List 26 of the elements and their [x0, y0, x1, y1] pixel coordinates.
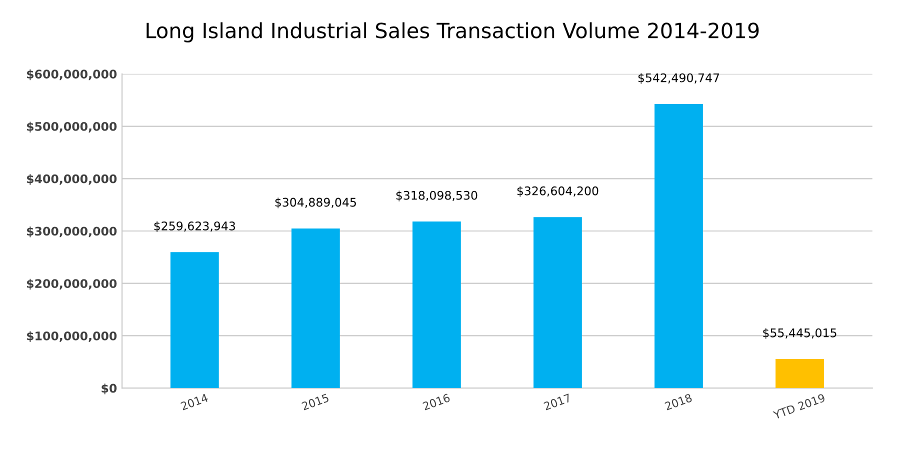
y-tick-label: $200,000,000	[26, 278, 117, 290]
y-tick-label: $100,000,000	[26, 331, 117, 342]
bar	[291, 228, 340, 388]
chart-title: Long Island Industrial Sales Transaction Volume 2014-2019	[146, 22, 759, 42]
x-tick-label: YTD 2019	[772, 393, 826, 420]
x-tick-label: 2015	[301, 393, 330, 410]
y-tick-label: $0	[102, 384, 117, 394]
bar	[170, 252, 219, 388]
x-tick-label: 2018	[664, 393, 692, 410]
y-tick-label: $600,000,000	[26, 69, 117, 80]
data-label: $259,623,943	[154, 221, 236, 232]
y-tick-label: $300,000,000	[26, 226, 117, 238]
data-label: $304,889,045	[275, 198, 356, 208]
data-label: $318,098,530	[396, 190, 478, 202]
bar	[534, 217, 582, 388]
x-tick-label: 2014	[180, 393, 208, 410]
x-tick-label: 2016	[422, 393, 450, 410]
bar	[776, 359, 824, 388]
y-tick-label: $500,000,000	[26, 122, 117, 132]
y-tick-label: $400,000,000	[26, 174, 117, 185]
bar	[654, 104, 703, 388]
bar	[412, 222, 461, 388]
data-label: $55,445,015	[763, 328, 836, 339]
data-label: $542,490,747	[638, 73, 720, 84]
x-tick-label: 2017	[543, 393, 572, 410]
data-label: $326,604,200	[517, 186, 598, 197]
